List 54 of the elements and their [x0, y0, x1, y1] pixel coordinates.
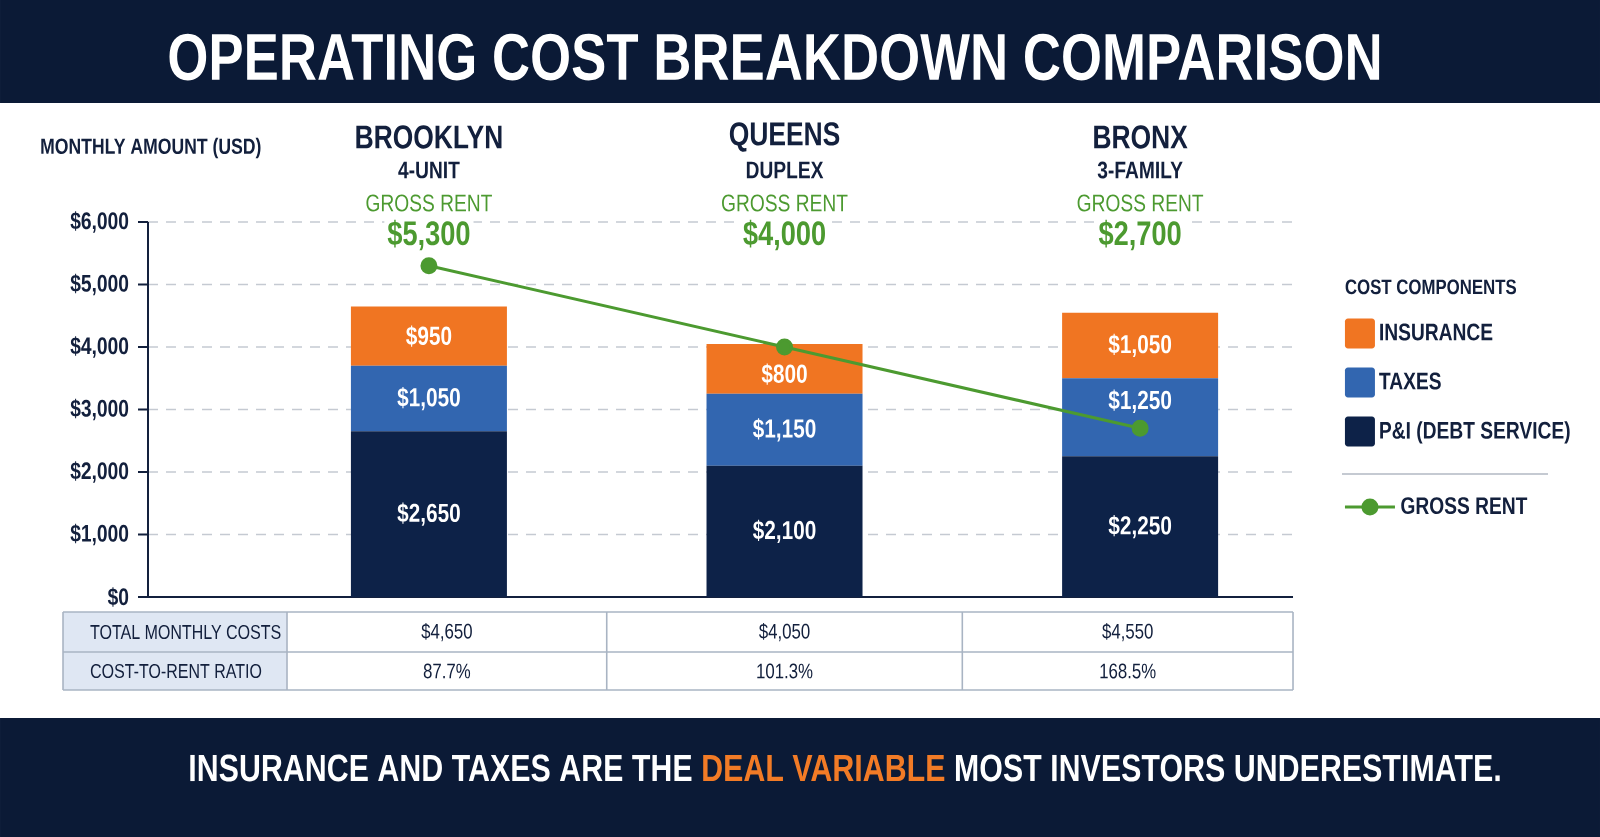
legend-label: P&I (DEBT SERVICE) [1380, 421, 1570, 444]
bar [706, 393, 863, 466]
text: 168.5% [1100, 663, 1156, 679]
total-label: $4,550 [1102, 622, 1153, 642]
total-label: $4,650 [421, 622, 472, 642]
legend-title: COST COMPONENTS [1345, 279, 1517, 295]
data-label: $1,250 [1108, 389, 1172, 413]
text: 101.3% [757, 663, 813, 679]
bar [350, 365, 507, 432]
text: DUPLEX [746, 161, 824, 179]
y-tick-label: $3,000 [70, 398, 129, 421]
y-tick-label: $2,000 [70, 461, 129, 483]
text: GROSS RENT [722, 194, 848, 212]
data-label: $1,150 [752, 418, 816, 442]
data-label: $800 [761, 363, 807, 385]
chart-title: OPERATING COST BREAKDOWN COMPARISON [169, 33, 1380, 81]
legend-label: TAXES [1379, 372, 1441, 390]
data-label: $950 [406, 325, 452, 347]
data-label: $1,050 [397, 386, 460, 411]
x-tick-label: BROOKLYN [356, 125, 502, 149]
y-tick-label: $4,000 [70, 336, 129, 358]
y-tick-label: $6,000 [70, 211, 129, 233]
data-label: $2,250 [1108, 515, 1172, 539]
bar [350, 306, 507, 366]
point [1131, 419, 1149, 437]
y-tick-label: $5,000 [70, 273, 129, 296]
text: TOTAL MONTHLY COSTS [90, 624, 281, 640]
text: DEAL VARIABLE [703, 754, 945, 782]
y-axis-title: MONTHLY AMOUNT (USD) [41, 137, 261, 159]
text: GROSS RENT [1077, 194, 1204, 212]
point [420, 257, 438, 275]
y-tick-label: $1,000 [70, 523, 129, 546]
bar [1062, 378, 1219, 457]
total-label: $4,050 [759, 622, 810, 642]
text: GROSS RENT [366, 194, 492, 212]
text: MOST INVESTORS UNDERESTIMATE. [955, 754, 1500, 782]
text: INSURANCE AND TAXES ARE THE [190, 754, 692, 782]
data-label: $2,650 [397, 502, 460, 526]
legend-label: GROSS RENT [1401, 497, 1528, 515]
point [776, 338, 794, 356]
bar [1062, 312, 1219, 379]
text: COST-TO-RENT RATIO [90, 663, 262, 679]
x-tick-label: QUEENS [729, 122, 840, 152]
text: 4-UNIT [398, 161, 460, 179]
y-tick-label: $0 [107, 587, 129, 607]
annotation: $4,000 [743, 219, 825, 251]
legend-label: INSURANCE [1380, 323, 1493, 341]
text: 87.7% [423, 663, 471, 679]
annotation: $2,700 [1098, 219, 1181, 251]
data-label: $2,100 [752, 519, 816, 544]
x-tick-label: BRONX [1094, 125, 1188, 149]
text: 3-FAMILY [1097, 161, 1183, 179]
data-label: $1,050 [1108, 333, 1172, 358]
annotation: $5,300 [387, 219, 470, 251]
